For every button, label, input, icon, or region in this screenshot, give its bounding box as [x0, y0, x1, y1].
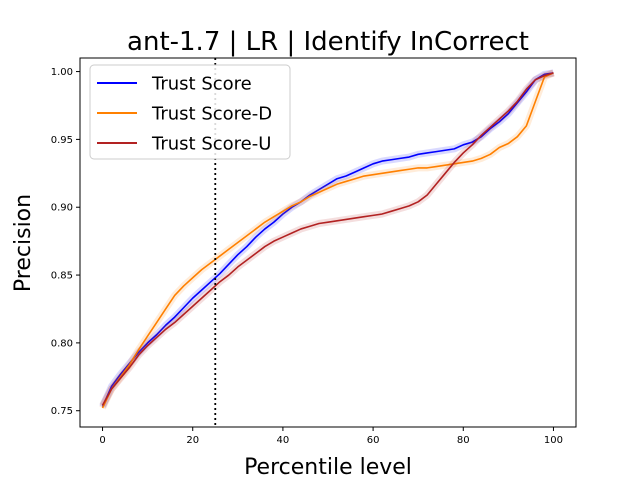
x-tick-label: 0 [99, 435, 105, 446]
series-line-2 [101, 72, 554, 406]
y-tick-label: 0.75 [51, 406, 73, 417]
y-tick-label: 1.00 [51, 67, 73, 78]
legend-label: Trust Score-U [151, 134, 271, 155]
series-line-1 [101, 72, 554, 409]
x-tick-label: 60 [367, 435, 380, 446]
legend-label: Trust Score-D [151, 104, 272, 125]
y-axis-label: Precision [11, 194, 36, 292]
legend-label: Trust Score [151, 74, 252, 95]
plot-frame [79, 57, 577, 428]
x-tick-label: 100 [544, 435, 563, 446]
y-axis: 0.75 0.80 0.85 0.90 0.95 1.00 [51, 67, 80, 417]
x-tick-label: 20 [186, 435, 199, 446]
x-tick-label: 80 [457, 435, 470, 446]
y-tick-label: 0.90 [51, 203, 73, 214]
chart-title: ant-1.7 | LR | Identify InCorrect [127, 27, 529, 57]
legend-box [89, 64, 291, 160]
y-tick-label: 0.80 [51, 338, 73, 349]
y-tick-label: 0.85 [51, 271, 73, 282]
y-tick-label: 0.95 [51, 135, 73, 146]
x-axis-label: Percentile level [244, 455, 412, 480]
x-axis: 0 20 40 60 80 100 [99, 427, 563, 446]
series-layer [99, 69, 555, 410]
x-tick-label: 40 [277, 435, 290, 446]
legend: Trust Score Trust Score-D Trust Score-U [89, 64, 291, 160]
